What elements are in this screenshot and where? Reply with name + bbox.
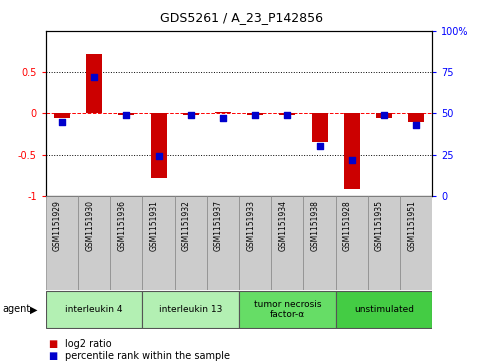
Bar [376,113,392,118]
Point [284,112,291,118]
Text: GSM1151951: GSM1151951 [407,200,416,251]
Text: GSM1151932: GSM1151932 [182,200,191,251]
FancyBboxPatch shape [271,196,303,290]
FancyBboxPatch shape [400,196,432,290]
Point [348,157,355,163]
Bar [312,113,327,142]
Text: GDS5261 / A_23_P142856: GDS5261 / A_23_P142856 [160,11,323,24]
Bar [215,112,231,113]
Point [58,119,66,125]
FancyBboxPatch shape [207,196,239,290]
Text: interleukin 4: interleukin 4 [65,305,123,314]
FancyBboxPatch shape [303,196,336,290]
Point [90,74,98,80]
Text: GSM1151931: GSM1151931 [150,200,158,251]
Text: GSM1151936: GSM1151936 [117,200,127,251]
Bar [118,113,134,115]
FancyBboxPatch shape [175,196,207,290]
Text: percentile rank within the sample: percentile rank within the sample [65,351,230,362]
FancyBboxPatch shape [142,196,175,290]
FancyBboxPatch shape [336,291,432,328]
Point [187,112,195,118]
Text: log2 ratio: log2 ratio [65,339,112,349]
Text: ■: ■ [48,339,57,349]
Point [219,115,227,121]
FancyBboxPatch shape [46,291,142,328]
FancyBboxPatch shape [336,196,368,290]
FancyBboxPatch shape [78,196,110,290]
Text: GSM1151934: GSM1151934 [278,200,287,251]
FancyBboxPatch shape [368,196,400,290]
Bar [54,113,70,118]
Bar [247,113,263,115]
FancyBboxPatch shape [110,196,142,290]
Text: GSM1151928: GSM1151928 [343,200,352,250]
Text: GSM1151933: GSM1151933 [246,200,255,251]
Text: ▶: ▶ [30,305,38,314]
FancyBboxPatch shape [142,291,239,328]
FancyBboxPatch shape [239,196,271,290]
Bar [344,113,360,189]
Bar [151,113,167,178]
Text: agent: agent [2,305,30,314]
Text: GSM1151938: GSM1151938 [311,200,320,251]
Point [380,112,388,118]
Text: GSM1151937: GSM1151937 [214,200,223,251]
Point [412,122,420,128]
Text: ■: ■ [48,351,57,362]
Bar [279,113,296,115]
Text: tumor necrosis
factor-α: tumor necrosis factor-α [254,300,321,319]
Bar [183,113,199,115]
Text: GSM1151929: GSM1151929 [53,200,62,251]
Bar [408,113,424,122]
Text: interleukin 13: interleukin 13 [159,305,223,314]
Point [155,154,162,159]
FancyBboxPatch shape [46,196,78,290]
Text: unstimulated: unstimulated [354,305,414,314]
Bar [86,54,102,113]
Text: GSM1151930: GSM1151930 [85,200,94,251]
Point [316,143,324,150]
Point [123,112,130,118]
Text: GSM1151935: GSM1151935 [375,200,384,251]
Point [251,112,259,118]
FancyBboxPatch shape [239,291,336,328]
